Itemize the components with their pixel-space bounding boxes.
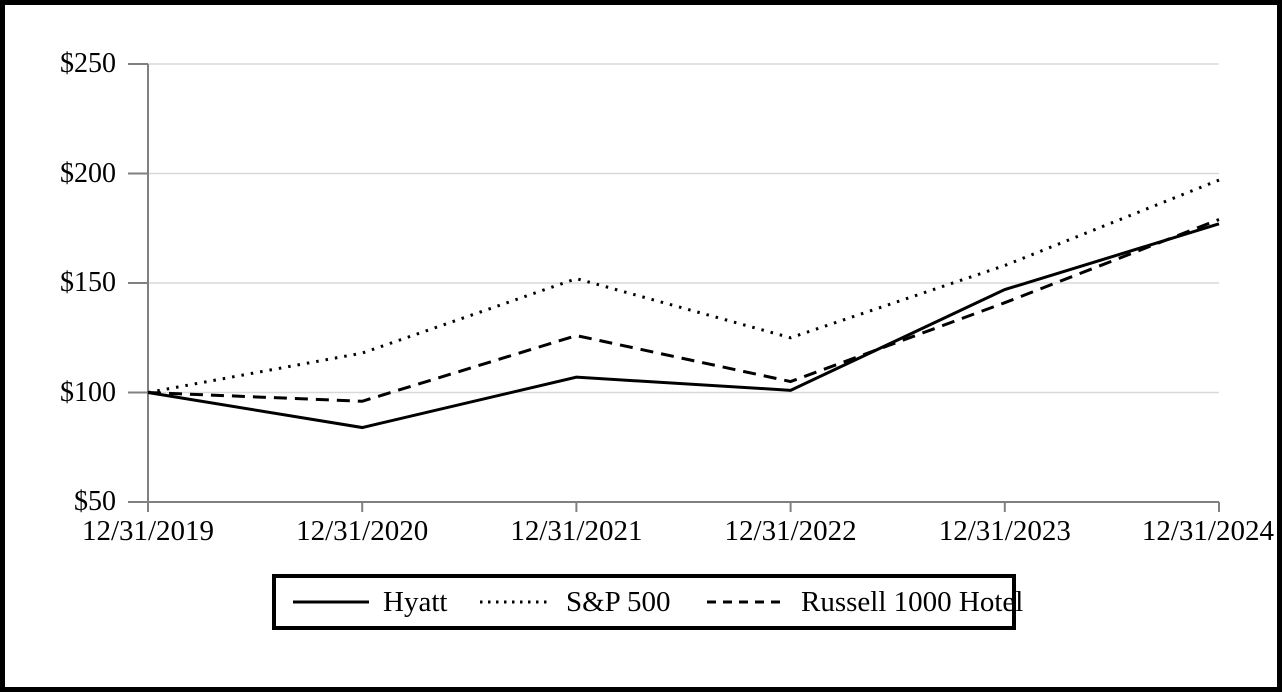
legend-label-sp500: S&P 500 (566, 585, 671, 618)
s-p-500-line (147, 178, 1220, 394)
hyatt-line (147, 222, 1220, 430)
legend-item-sp500: S&P 500 (479, 578, 671, 626)
legend-label-hyatt: Hyatt (383, 585, 448, 618)
legend-label-russell-1000-hotel: Russell 1000 Hotel (801, 585, 1024, 618)
dotted-line-swatch-icon (480, 600, 552, 604)
russell-1000-hotel-line (147, 218, 1220, 403)
solid-line-swatch-icon (293, 600, 369, 604)
legend-item-russell-1000-hotel: Russell 1000 Hotel (706, 578, 1023, 626)
legend-box: Hyatt S&P 500 Russell 1000 Hotel (272, 574, 1023, 630)
dashed-line-swatch-icon (707, 600, 787, 604)
legend-item-hyatt: Hyatt (292, 578, 447, 626)
